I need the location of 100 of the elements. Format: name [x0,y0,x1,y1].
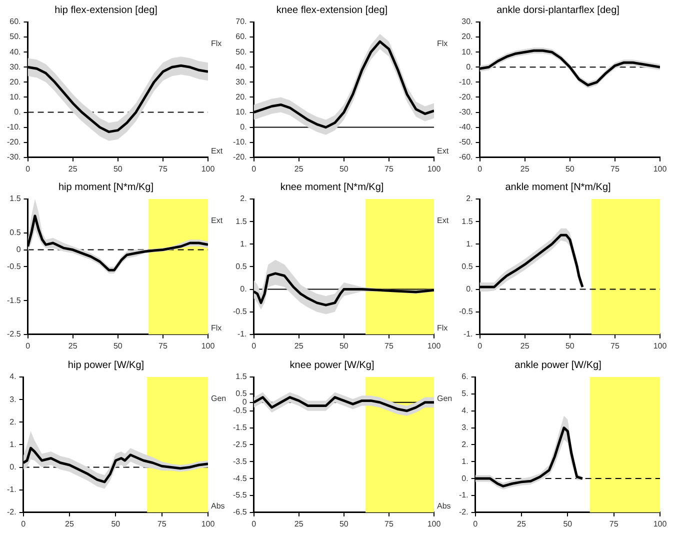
y-tick-label: -20. [232,152,247,162]
y-tick-label: -1. [458,490,468,500]
y-tick-label: -0.5 [232,406,248,416]
x-tick-label: 50 [339,341,349,350]
chart-title: ankle moment [N*m/Kg] [505,182,612,193]
y-tick-label: 1. [466,239,473,248]
y-tick-label: -2.5 [232,440,248,449]
text: Flx [211,39,222,48]
text: Ext [437,146,450,156]
y-tick-label: 4. [10,372,16,382]
y-tick-label: -5.5 [232,490,248,500]
y-tick-label: 1.5 [462,216,474,226]
y-tick-label: 10. [462,47,473,56]
chart-title: ankle power [W/Kg] [514,360,602,371]
x-tick-label: 100 [201,341,216,350]
x-tick-label: 25 [294,164,304,174]
y-tick-label: -40. [458,122,473,132]
x-tick-label: 75 [384,341,394,350]
text: Gen [211,394,226,404]
y-tick-label: 0. [462,474,468,483]
text: Flx [211,324,222,333]
y-tick-label: 20. [10,77,21,86]
chart-title: hip flex-extension [deg] [54,4,158,16]
y-tick-label: 30. [236,77,247,86]
y-tick-label: -6.5 [232,508,248,517]
y-tick-label: 2. [462,440,468,449]
y-tick-label: -2.5 [6,330,22,339]
y-tick-label: 1. [240,239,247,248]
x-tick-label: 0 [26,164,31,174]
y-tick-label: -10. [458,77,473,86]
y-tick-label: 30. [10,62,21,72]
x-tick-label: 75 [610,164,620,174]
y-tick-label: 5. [462,389,468,398]
x-tick-label: 75 [609,519,619,528]
x-tick-label: 25 [65,519,74,528]
y-tick-label: 1.5 [10,194,22,204]
y-tick-label: -1. [237,330,247,339]
y-tick-label: -20. [458,92,473,102]
x-tick-label: 75 [384,519,394,528]
y-tick-label: 20. [236,92,247,102]
y-tick-label: 60. [236,32,247,42]
x-tick-label: 75 [158,164,168,174]
x-tick-label: 75 [384,164,394,174]
y-tick-label: 10. [236,107,247,116]
x-tick-label: 50 [113,341,123,350]
y-tick-label: -2. [458,508,468,517]
x-tick-label: 25 [68,164,78,174]
y-tick-label: 40. [236,62,247,72]
x-tick-label: 50 [111,519,121,528]
y-tick-label: 40. [10,47,21,56]
x-tick-label: 25 [294,341,304,350]
x-tick-label: 100 [653,519,668,528]
chart-title: hip power [W/Kg] [68,360,144,371]
y-tick-label: -4.5 [232,474,248,483]
y-tick-label: 1. [10,440,16,449]
x-tick-label: 0 [478,164,483,174]
x-tick-label: 100 [427,164,442,174]
y-tick-label: 0. [240,284,247,294]
y-tick-label: 2. [10,417,16,426]
y-tick-label: 1.5 [236,372,248,382]
x-tick-label: 25 [294,519,304,528]
y-tick-label: 4. [462,406,468,416]
x-tick-label: 25 [68,341,78,350]
x-tick-label: 50 [563,519,573,528]
x-tick-label: 0 [252,164,257,174]
y-tick-label: -1.5 [6,296,22,305]
y-tick-label: 50. [10,32,21,42]
text: Flx [437,39,448,48]
x-tick-label: 50 [565,164,575,174]
y-tick-label: -10. [6,122,21,132]
y-tick-label: 0.5 [236,389,248,398]
y-tick-label: 2. [466,194,473,204]
x-tick-label: 50 [565,341,575,350]
y-tick-label: -30. [6,152,21,162]
text: Flx [437,324,448,333]
y-tick-label: -2. [6,508,16,517]
text: Abs [211,502,225,511]
x-tick-label: 100 [427,341,442,350]
text: Abs [437,502,451,511]
x-tick-label: 100 [653,341,668,350]
x-tick-label: 75 [157,519,167,528]
x-tick-label: 0 [252,519,257,528]
y-tick-label: -10. [232,138,247,147]
x-tick-label: 25 [520,164,530,174]
y-tick-label: 0. [14,107,21,116]
chart-title: knee power [W/Kg] [290,360,374,371]
x-tick-label: 100 [201,519,216,528]
x-tick-label: 25 [517,519,526,528]
y-tick-label: 20. [462,32,473,42]
y-tick-label: -0.5 [6,262,22,271]
y-tick-label: -60. [458,152,473,162]
y-tick-label: 0. [466,284,473,294]
y-tick-label: -1. [463,330,473,339]
y-tick-label: -50. [458,138,473,147]
x-tick-label: 25 [520,341,530,350]
x-tick-label: 75 [610,341,620,350]
y-tick-label: 0.5 [462,262,474,271]
text: Ext [437,216,450,226]
chart-title: ankle dorsi-plantarflex [deg] [496,4,620,16]
y-tick-label: -1.5 [232,422,248,432]
